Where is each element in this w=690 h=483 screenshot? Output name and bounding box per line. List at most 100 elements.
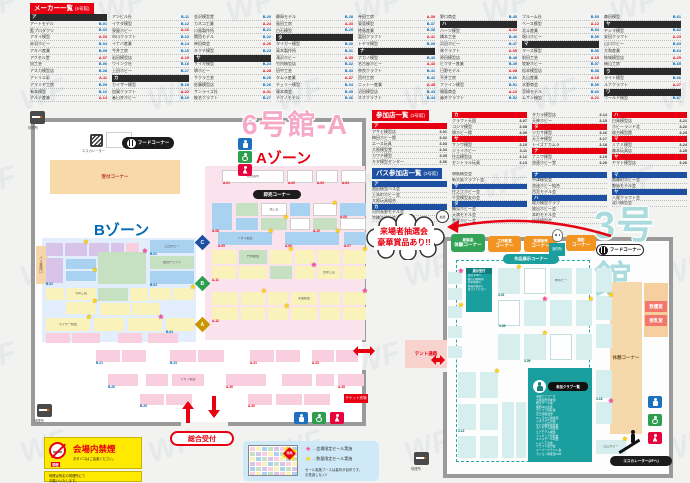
minimap-block bbox=[256, 472, 261, 475]
club-name: ジオラマ工房会 bbox=[536, 419, 556, 424]
booth bbox=[276, 394, 302, 405]
minimap-block bbox=[256, 447, 261, 451]
entry-name: 天神ホビー bbox=[532, 118, 552, 123]
entry-booth-code: A-11 bbox=[98, 76, 107, 81]
entry-arrow-up bbox=[182, 396, 194, 423]
section-header: ア bbox=[372, 181, 447, 187]
booth: B-23 bbox=[170, 350, 196, 365]
booth-code: A-04 bbox=[342, 181, 349, 185]
list-entry: 福島商会 A-10 bbox=[440, 89, 517, 96]
booth bbox=[318, 250, 340, 264]
banner-line1: 新製品 bbox=[462, 238, 474, 243]
club-name: レジン工房会 bbox=[536, 440, 553, 445]
entry-name: 浪速ホビー堂 bbox=[532, 160, 556, 165]
list-entry: 今井工房 B-15 bbox=[112, 48, 189, 55]
booth-code: A-06 bbox=[285, 244, 292, 248]
entry-name: サクラ工芸 bbox=[194, 75, 214, 81]
list-entry: イナバ産業 B-14 bbox=[112, 41, 189, 48]
entry-name: 山口ホビー bbox=[604, 41, 624, 47]
entry-name: マーズ模型 bbox=[522, 47, 542, 53]
booth bbox=[122, 350, 146, 362]
entry-booth-code: 3-15 bbox=[599, 118, 607, 123]
entry-booth-code: B-41 bbox=[426, 69, 435, 74]
booth: 3-12 bbox=[458, 404, 476, 433]
banner-line1: 工作教室 bbox=[497, 239, 512, 244]
booth: 総合案内 A-01 bbox=[222, 170, 284, 185]
entry-booth-code: 3-22 bbox=[679, 124, 687, 129]
entry-name: ネオクラフト bbox=[358, 95, 382, 101]
booth: アオイ模型 ★ A-05 bbox=[218, 228, 274, 248]
entry-name: 赤羽ホビー bbox=[30, 41, 50, 47]
maker-list: アアートモデル B-01 藍プロダクツ B-02 アオイ模型 A-03 赤羽ホビー B-04 ア… bbox=[30, 0, 690, 108]
corner-banner: 工作教室 コーナー bbox=[488, 236, 521, 252]
entry-name: 椎名クラフト bbox=[194, 95, 218, 101]
entry-booth-code: 3-13 bbox=[519, 160, 527, 165]
entry-name: 梅田ホビー館 bbox=[372, 135, 396, 140]
club-list-title: 参加クラブ一覧 bbox=[548, 382, 588, 391]
list-column: 金沢模型堂 B-20 カネコ工業 A-24 川島製作所 B-21 関西モデル B-22 神田商会… bbox=[194, 14, 271, 103]
list-entry: カネコ工業 A-24 bbox=[194, 21, 271, 28]
entry-booth-code: 3-18 bbox=[599, 142, 607, 147]
red-curve-arrow bbox=[447, 219, 612, 238]
entry-name: 白石模型 bbox=[276, 27, 292, 33]
list-entry: 塚本商会 B-35 bbox=[276, 89, 353, 96]
bus-stop-strip: バス乗降口 bbox=[36, 246, 48, 284]
booth bbox=[212, 250, 236, 264]
womens-restroom-icon bbox=[648, 432, 662, 444]
list-entry: トヤマ模型 B-39 bbox=[358, 41, 435, 48]
list-entry: 北斗産業 B-54 bbox=[522, 28, 599, 35]
list-entry: アマミヤ工房 B-09 bbox=[30, 82, 107, 89]
entry-booth-code: B-62 bbox=[672, 28, 681, 33]
booth: ★ bbox=[241, 288, 267, 305]
booth: 旭工芸 bbox=[261, 203, 287, 216]
info-line: 搬入は開場前 bbox=[468, 277, 484, 281]
entry-booth-code: 3-12 bbox=[519, 154, 527, 159]
entry-name: カイザー模型 bbox=[112, 81, 136, 87]
entry-name: ワールド模型 bbox=[604, 95, 628, 101]
entry-name: 水野商会 bbox=[522, 81, 538, 87]
info-line: 台車利用可 bbox=[468, 281, 481, 285]
list-entry: 住之江ホビー会 bbox=[452, 189, 527, 196]
entry-booth-code: 3-02 bbox=[439, 135, 447, 140]
booth bbox=[236, 218, 258, 230]
booth: ★ bbox=[343, 246, 368, 264]
entry-booth-code: 3-10 bbox=[519, 142, 527, 147]
booth-label: 田中工芸 bbox=[322, 270, 335, 274]
yellow-star-icon: ★ bbox=[282, 214, 289, 221]
list-entry: 藤井クラフト B-52 bbox=[440, 96, 517, 103]
fork-knife-icon bbox=[598, 245, 608, 255]
no-smoking-note1: 喫煙は所定の喫煙所にて bbox=[49, 474, 86, 478]
yellow-star-icon: ★ bbox=[541, 330, 548, 337]
entry-booth-code: B-15 bbox=[180, 48, 189, 53]
pillar-letter: C bbox=[200, 239, 205, 246]
booth bbox=[343, 266, 366, 279]
info-line: 係員の指示に bbox=[468, 284, 484, 288]
entry-booth-code: B-35 bbox=[344, 89, 353, 94]
list-entry: 堺ホビー A-28 bbox=[194, 68, 271, 76]
escalator-label: エスカレーター bbox=[82, 149, 106, 153]
entry-name: 福島商会 bbox=[440, 88, 456, 94]
watermark-text: WF bbox=[0, 159, 21, 206]
section-header: マ bbox=[612, 172, 687, 178]
minimap-block bbox=[274, 452, 279, 456]
booth bbox=[148, 333, 178, 343]
entry-name: 日野モデル bbox=[440, 68, 460, 74]
pink-star-icon: ★ bbox=[305, 446, 312, 453]
entry-name: カワチ模型 bbox=[372, 153, 392, 158]
booth bbox=[291, 307, 317, 320]
no-smoking-tag: 禁煙 bbox=[51, 462, 60, 467]
booth-label: 今井工房 bbox=[74, 292, 87, 296]
booth bbox=[94, 318, 124, 331]
list-entry: アクセル堂 A-07 bbox=[30, 55, 107, 62]
booth-label: 山口ホビー bbox=[603, 445, 619, 449]
list-entry: 岩田模型店 A-19 bbox=[112, 55, 189, 62]
booth-code: B-29 bbox=[140, 404, 147, 408]
list-entry: 森田模型 B-61 bbox=[604, 14, 681, 21]
section-header: ナ bbox=[532, 172, 607, 178]
booth-label: カイザー模型 bbox=[58, 322, 77, 326]
section-header: カ bbox=[372, 204, 447, 210]
hall3-wall-bottom bbox=[443, 474, 673, 478]
list-entry: アキバ産業 B-05 bbox=[30, 48, 107, 55]
entry-booth-code: 3-04 bbox=[439, 147, 447, 152]
hall6-name: 6号館-A bbox=[242, 109, 349, 140]
